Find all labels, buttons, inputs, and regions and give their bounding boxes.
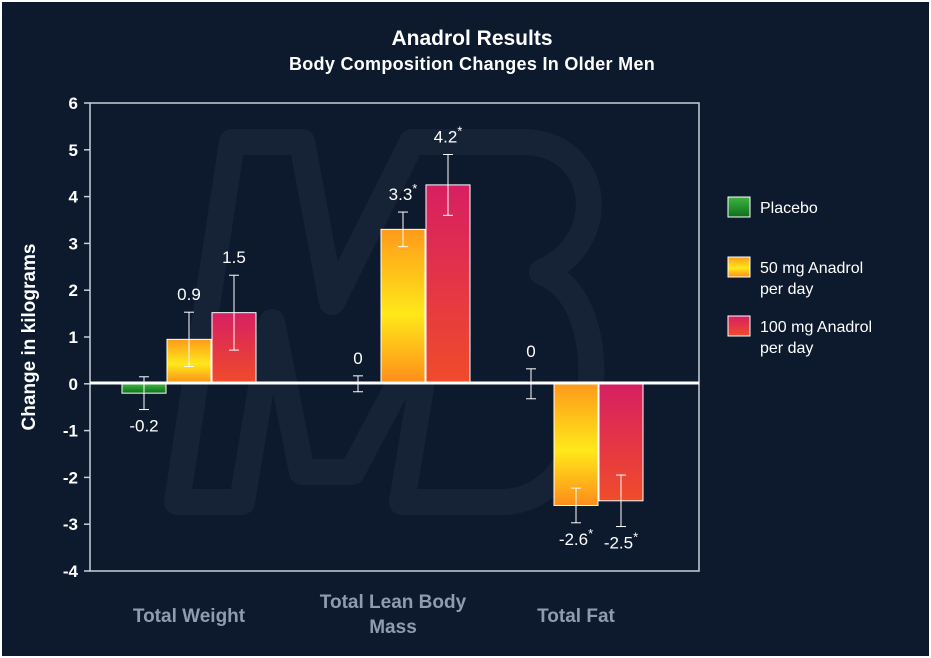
chart-subtitle: Body Composition Changes In Older Men [289, 54, 655, 74]
x-category-line: Mass [369, 617, 417, 638]
y-tick-label: -1 [63, 422, 78, 441]
data-label: -0.2 [129, 417, 158, 436]
y-tick-label: -4 [63, 562, 79, 581]
error-bars [139, 153, 626, 528]
data-labels: -0.2 0 0 0.9 3.3* -2.6* 1.5 4.2* -2.5* [129, 123, 638, 552]
bars [121, 184, 644, 506]
legend-label-line: 50 mg Anadrol [760, 260, 863, 277]
significance-marker: * [412, 181, 417, 196]
watermark-logo [164, 129, 605, 515]
legend-label-line: per day [760, 340, 813, 357]
y-tick-label: -3 [63, 515, 78, 534]
legend-swatch [727, 256, 751, 278]
data-label: -2.6* [559, 526, 593, 549]
y-tick-label: 2 [69, 281, 78, 300]
legend-label: 100 mg Anadrol per day [760, 319, 872, 357]
legend-swatch [727, 196, 751, 218]
y-tick-label: 5 [69, 141, 78, 160]
legend-label-line: Placebo [760, 200, 818, 217]
legend-label: 50 mg Anadrol per day [760, 260, 863, 298]
y-axis: 6 5 4 3 2 1 0 -1 -2 -3 -4 [63, 94, 90, 581]
bar [553, 383, 599, 506]
x-category-line: Total Fat [537, 606, 615, 627]
legend-label-line: 100 mg Anadrol [760, 319, 872, 336]
data-label: -2.5* [604, 530, 638, 553]
y-tick-label: 6 [69, 94, 78, 113]
y-tick-label: 1 [69, 328, 78, 347]
x-category-line: Total Weight [133, 606, 246, 627]
x-category-label: Total Lean Body Mass [320, 592, 467, 638]
bar [380, 228, 426, 385]
data-label: 1.5 [222, 248, 246, 267]
data-label: 0 [353, 349, 362, 368]
y-tick-label: 4 [69, 188, 79, 207]
bar [425, 184, 471, 385]
x-category-line: Total Lean Body [320, 592, 467, 613]
data-label: 3.3* [389, 181, 418, 204]
x-axis-categories: Total Weight Total Lean Body Mass Total Fat [133, 592, 616, 638]
y-axis-label: Change in kilograms [19, 244, 40, 431]
data-label: 0 [526, 342, 535, 361]
significance-marker: * [457, 123, 462, 138]
y-tick-label: 0 [69, 375, 78, 394]
significance-marker: * [588, 526, 593, 541]
legend-label-line: per day [760, 281, 813, 298]
data-label: 0.9 [177, 285, 201, 304]
data-label: 4.2* [434, 123, 463, 146]
y-tick-label: -2 [63, 468, 78, 487]
x-category-label: Total Fat [537, 606, 615, 627]
legend-label: Placebo [760, 200, 818, 217]
chart-title: Anadrol Results [391, 27, 552, 50]
x-category-label: Total Weight [133, 606, 246, 627]
legend-swatch [727, 315, 751, 337]
y-tick-label: 3 [69, 234, 78, 253]
significance-marker: * [633, 530, 638, 545]
